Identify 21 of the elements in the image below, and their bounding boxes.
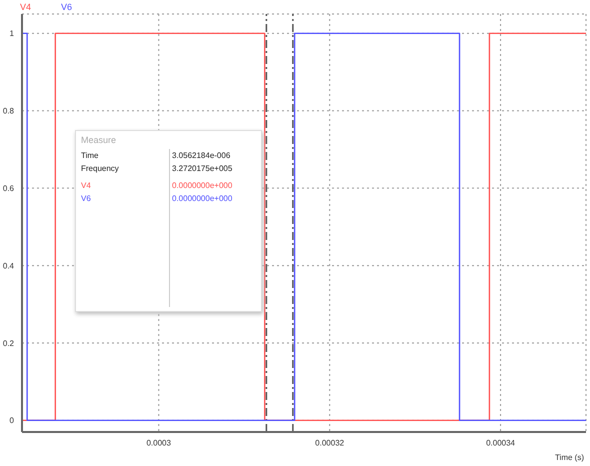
x-tick-label: 0.00034	[486, 438, 516, 448]
x-axis-title: Time (s)	[554, 453, 584, 462]
annotation: 3.2720175e+005	[172, 164, 232, 173]
annotation: V6	[81, 194, 92, 203]
x-tick-label: 0.0003	[146, 438, 172, 448]
x-tick-label: 0.00032	[315, 438, 345, 448]
annotation: 3.0562184e-006	[172, 151, 230, 160]
y-tick-label: 0.8	[2, 106, 15, 116]
y-tick-label: 0.6	[2, 184, 15, 194]
annotation: Measure	[80, 134, 118, 147]
text: V4	[20, 2, 32, 12]
annotation: 0.0000000e+000	[172, 181, 232, 190]
annotation: V4	[81, 181, 92, 190]
text: V6	[61, 2, 72, 12]
y-tick-label: 0	[10, 416, 15, 426]
annotation: Time	[81, 151, 100, 160]
y-tick-label: 1	[10, 29, 15, 38]
annotation: 0.0000000e+000	[172, 194, 232, 203]
annotation: Frequency	[81, 164, 120, 173]
y-tick-label: 0.4	[2, 261, 15, 270]
y-tick-label: 0.2	[2, 338, 15, 348]
